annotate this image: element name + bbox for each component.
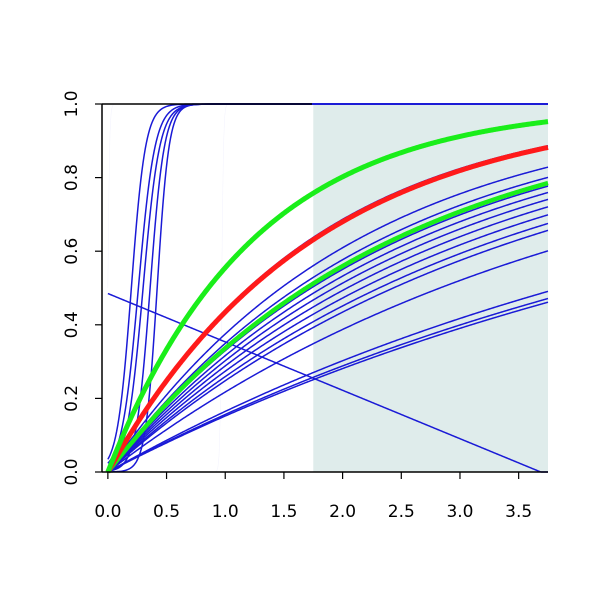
x-tick-label: 1.5	[270, 502, 297, 522]
y-tick-label: 1.0	[62, 90, 82, 117]
series-line-20	[107, 290, 549, 473]
series-line-19	[107, 250, 549, 473]
x-tick-label: 3.0	[446, 502, 473, 522]
shaded-region	[313, 104, 548, 472]
series-line-13	[107, 191, 549, 473]
series-line-15	[107, 206, 549, 473]
series-line-16	[107, 214, 549, 473]
x-tick-label: 3.5	[505, 502, 532, 522]
x-ticks: 0.0 0.5 1.0 1.5 2.0 2.5 3.0 3.5	[94, 472, 532, 522]
series-line-21	[107, 297, 549, 473]
series-line-23	[106, 180, 550, 474]
series-line-18	[107, 229, 549, 473]
series-line-22	[107, 301, 549, 473]
series-group	[105, 103, 550, 474]
series-line-24	[105, 144, 550, 474]
series-line-10	[107, 166, 549, 473]
y-tick-label: 0.0	[62, 458, 82, 485]
y-ticks: 0.0 0.2 0.4 0.6 0.8 1.0	[62, 90, 102, 486]
y-tick-label: 0.2	[62, 385, 82, 412]
y-tick-label: 0.6	[62, 238, 82, 265]
series-line-14	[107, 198, 549, 473]
series-line-25	[105, 119, 550, 473]
x-tick-label: 1.0	[212, 502, 239, 522]
y-tick-label: 0.8	[62, 164, 82, 191]
x-tick-label: 0.5	[153, 502, 180, 522]
x-tick-label: 2.0	[329, 502, 356, 522]
x-tick-label: 0.0	[94, 502, 121, 522]
x-tick-label: 2.5	[388, 502, 415, 522]
series-line-17	[107, 222, 549, 473]
y-tick-label: 0.4	[62, 311, 82, 338]
series-line-11	[107, 176, 549, 473]
